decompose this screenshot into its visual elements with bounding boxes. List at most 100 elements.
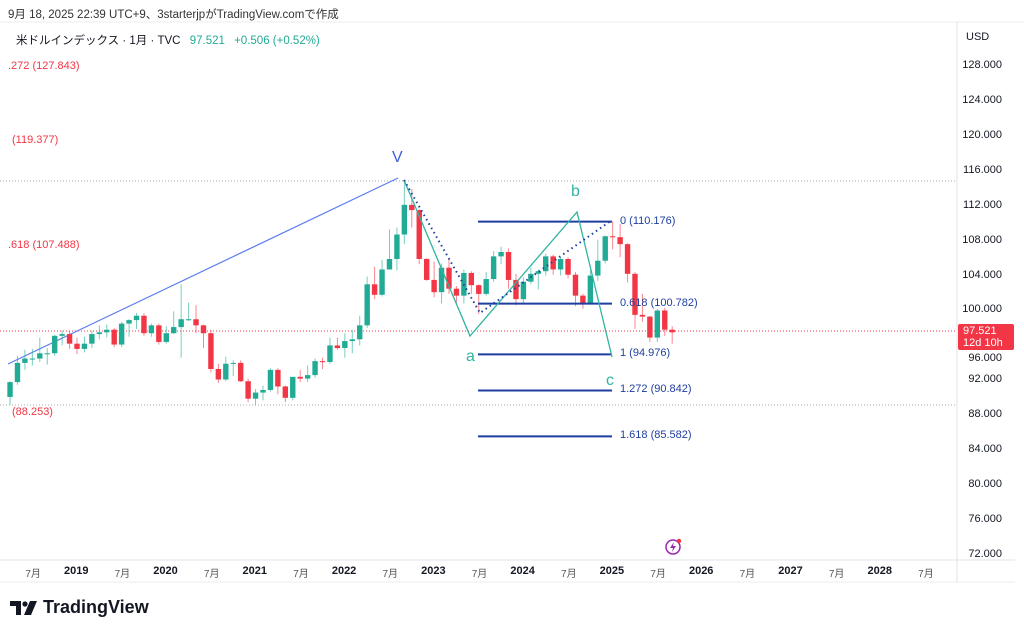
- candle-body: [230, 362, 236, 364]
- time-tick-label: 2028: [867, 565, 892, 577]
- time-tick-label: 2025: [599, 565, 625, 577]
- candle-body: [74, 343, 80, 349]
- candle-body: [602, 236, 608, 261]
- candle-body: [505, 251, 512, 280]
- candle-body: [44, 353, 50, 355]
- candle-body: [275, 369, 281, 387]
- candle-body: [104, 329, 110, 333]
- candle-body: [394, 234, 400, 259]
- candle-body: [22, 358, 28, 363]
- currency-label[interactable]: USD: [966, 31, 990, 43]
- tradingview-logo-icon: [10, 600, 37, 615]
- left-fib-label: .272 (127.843): [8, 60, 80, 72]
- candle-body: [252, 392, 259, 399]
- candle-body: [431, 279, 437, 293]
- candle-body: [223, 363, 229, 380]
- candle-body: [66, 334, 73, 344]
- candle-body: [327, 345, 333, 363]
- candle-body: [662, 310, 668, 330]
- candle-body: [438, 267, 445, 293]
- time-tick-label: 7月: [739, 569, 756, 580]
- wave-label-c: c: [606, 372, 614, 389]
- price-change: +0.506 (+0.52%): [234, 35, 320, 47]
- wave-label-b: b: [571, 183, 580, 200]
- price-tick-label: 112.000: [963, 198, 1002, 211]
- candle-body: [312, 361, 318, 376]
- candle-body: [632, 273, 638, 315]
- price-tick-label: 96.000: [968, 352, 1002, 364]
- fib-base-dotted-line[interactable]: [403, 179, 613, 315]
- price-tick-label: 80.000: [968, 478, 1002, 491]
- price-tick-label: 124.000: [962, 93, 1002, 106]
- price-tick-label: 116.000: [963, 163, 1002, 176]
- price-tick-label: 104.000: [962, 268, 1002, 281]
- candle-body: [587, 275, 594, 304]
- trend-line[interactable]: [7, 177, 399, 365]
- current-price: 97.521: [963, 325, 997, 337]
- candle-body: [156, 325, 162, 342]
- candle-body: [483, 279, 489, 294]
- candle-body: [141, 315, 147, 334]
- fib-extension[interactable]: [478, 220, 612, 438]
- time-tick-label: 2021: [242, 565, 268, 577]
- left-fib-label: .618 (107.488): [8, 239, 80, 251]
- candle-body: [200, 325, 207, 334]
- candle-body: [349, 339, 355, 342]
- candle-body: [297, 376, 303, 379]
- time-tick-label: 7月: [25, 569, 41, 580]
- candle-body: [133, 315, 140, 321]
- candle-body: [647, 316, 653, 338]
- alert-icon[interactable]: [665, 538, 682, 555]
- candle-body: [572, 274, 579, 296]
- candle-body: [401, 204, 408, 235]
- price-tick-label: 84.000: [968, 443, 1002, 456]
- candle-body: [535, 271, 541, 274]
- candle-body: [468, 272, 475, 286]
- candle-body: [557, 258, 564, 270]
- candle-body: [550, 256, 556, 270]
- candle-body: [59, 334, 65, 336]
- candle-body: [185, 319, 192, 321]
- candle-body: [490, 256, 497, 280]
- candle-body: [520, 281, 527, 300]
- candle-body: [215, 369, 222, 380]
- price-tick-label: 120.000: [962, 128, 1002, 141]
- candle-body: [51, 335, 58, 354]
- candle-body: [364, 284, 370, 326]
- price-tick-label: 88.000: [968, 408, 1002, 421]
- abc-wave-line[interactable]: [403, 179, 613, 358]
- tradingview-logo[interactable]: TradingView: [10, 597, 149, 618]
- candle-body: [282, 386, 289, 398]
- candle-body: [148, 325, 155, 334]
- candle-body: [386, 258, 393, 270]
- time-tick-label: 7月: [114, 569, 131, 580]
- candle-body: [111, 329, 117, 345]
- candle-body: [37, 353, 43, 359]
- candle-body: [624, 244, 631, 274]
- candle-body: [639, 314, 646, 317]
- time-tick-label: 7月: [828, 569, 845, 580]
- time-tick-label: 7月: [650, 569, 666, 580]
- candle-body: [89, 334, 95, 344]
- candle-body: [446, 267, 452, 289]
- candle-body: [96, 332, 103, 335]
- candle-body: [565, 258, 571, 275]
- candle-body: [409, 204, 415, 211]
- fib-level-label: 1.618 (85.582): [620, 429, 692, 442]
- symbol-legend[interactable]: 米ドルインデックス · 1月 · TVC 97.521 +0.506 (+0.5…: [16, 32, 320, 48]
- candle-body: [357, 325, 363, 340]
- fib-level-label: 1.272 (90.842): [620, 383, 692, 396]
- last-price: 97.521: [189, 35, 225, 47]
- current-price-tag: 97.521 12d 10h: [958, 324, 1014, 350]
- candle-body: [14, 362, 21, 383]
- chart-caption: 9月 18, 2025 22:39 UTC+9、3starterjpがTradi…: [8, 9, 339, 21]
- candle-body: [498, 251, 504, 257]
- price-tick-label: 92.000: [968, 373, 1002, 386]
- time-tick-label: 7月: [471, 569, 488, 580]
- candle-body: [416, 210, 422, 259]
- candle-body: [543, 256, 549, 272]
- fib-level-label: 1 (94.976): [620, 347, 671, 360]
- candle-body: [342, 341, 348, 349]
- candle-body: [208, 333, 214, 370]
